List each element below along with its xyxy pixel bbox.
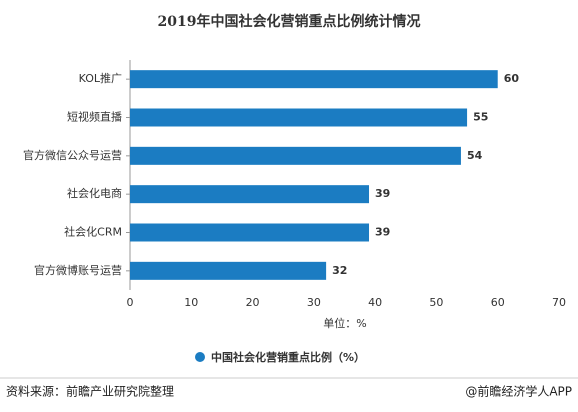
y-tick-label: 社会化CRM xyxy=(64,225,122,239)
bar xyxy=(130,261,327,280)
value-label: 55 xyxy=(473,111,488,124)
credit: @前瞻经济学人APP xyxy=(465,384,572,399)
bar xyxy=(130,185,370,204)
bar xyxy=(130,146,461,165)
x-tick-label: 0 xyxy=(127,296,134,309)
bar xyxy=(130,70,498,89)
x-tick-label: 40 xyxy=(368,296,382,309)
y-tick-label: 短视频直播 xyxy=(67,110,122,124)
x-tick-label: 60 xyxy=(491,296,505,309)
value-label: 32 xyxy=(332,264,347,277)
legend-marker xyxy=(195,352,205,362)
x-tick-label: 70 xyxy=(552,296,566,309)
x-tick-label: 50 xyxy=(429,296,443,309)
value-label: 39 xyxy=(375,226,390,239)
chart-title: 2019年中国社会化营销重点比例统计情况 xyxy=(158,13,421,30)
y-tick-label: 官方微信公众号运营 xyxy=(23,148,122,162)
bar xyxy=(130,223,370,242)
bar xyxy=(130,108,468,127)
x-tick-label: 20 xyxy=(246,296,260,309)
value-label: 60 xyxy=(504,72,520,85)
x-tick-label: 30 xyxy=(307,296,321,309)
x-axis-label: 单位：% xyxy=(323,316,366,330)
source: 资料来源：前瞻产业研究院整理 xyxy=(6,384,174,399)
value-label: 39 xyxy=(375,187,390,200)
y-tick-label: 社会化电商 xyxy=(67,186,122,200)
y-tick-label: 官方微博账号运营 xyxy=(34,263,122,277)
x-tick-label: 10 xyxy=(184,296,198,309)
y-tick-label: KOL推广 xyxy=(79,71,122,85)
legend-label: 中国社会化营销重点比例（%） xyxy=(211,350,365,364)
value-label: 54 xyxy=(467,149,483,162)
